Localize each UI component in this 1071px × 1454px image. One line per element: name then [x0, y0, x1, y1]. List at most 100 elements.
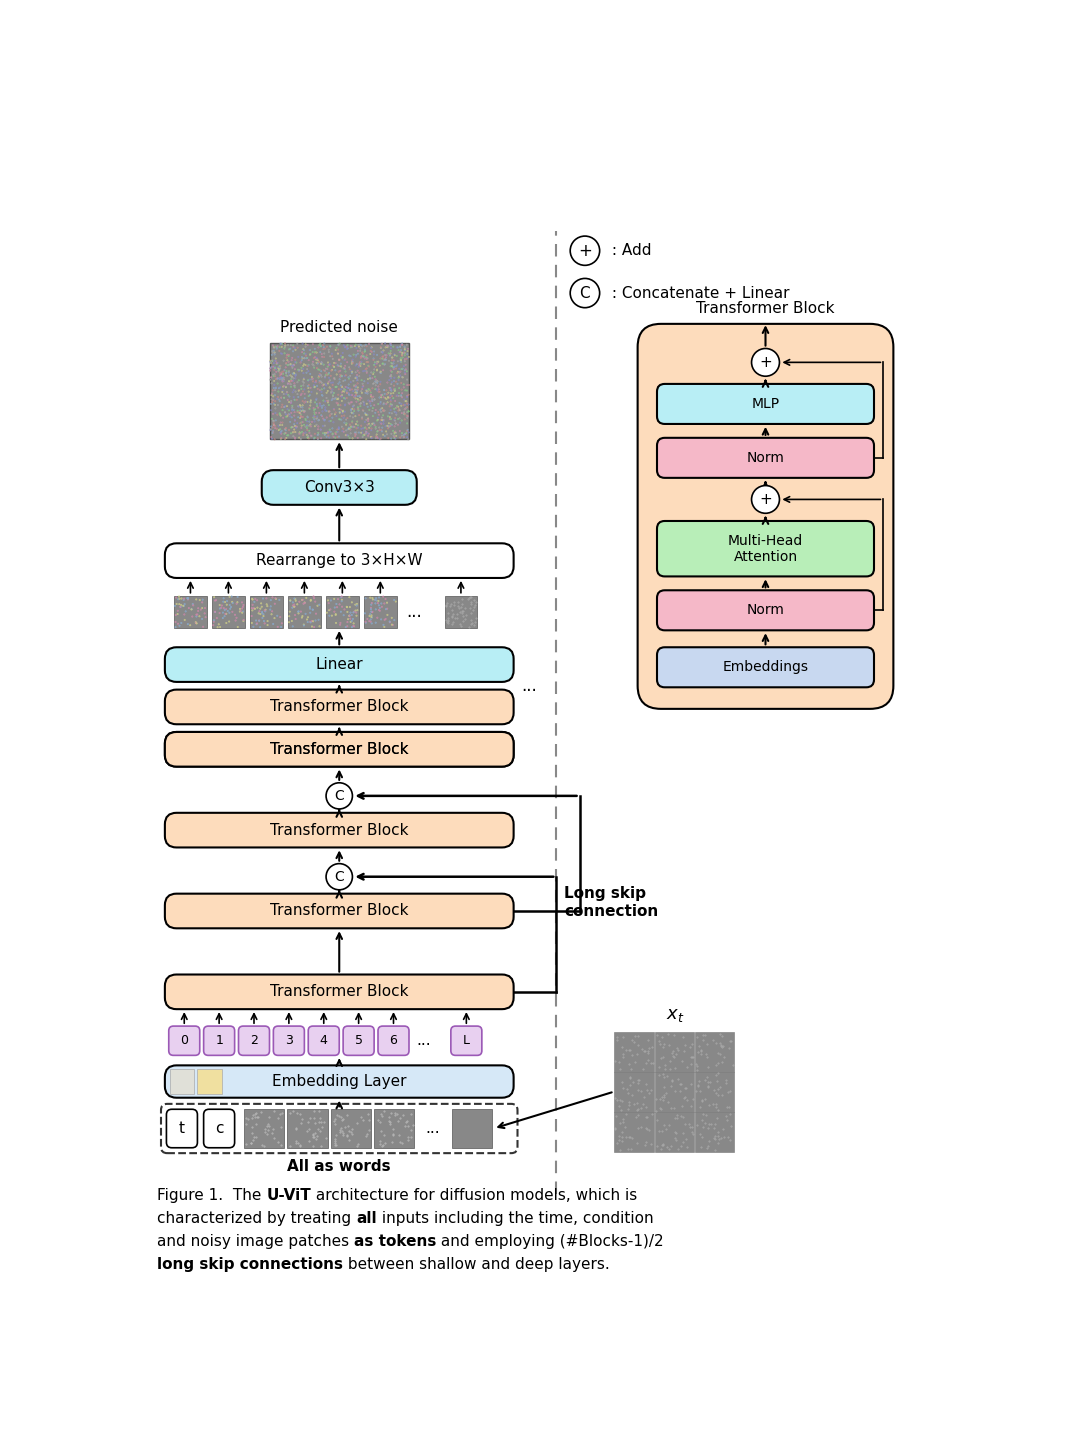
Point [363, 601, 380, 624]
Point [371, 598, 388, 621]
Point [305, 1125, 322, 1149]
Point [398, 406, 416, 429]
Point [348, 601, 365, 624]
Point [286, 353, 303, 377]
Point [326, 397, 343, 420]
Point [301, 419, 318, 442]
Point [363, 603, 380, 627]
FancyBboxPatch shape [203, 1027, 235, 1056]
Point [373, 362, 390, 385]
Point [371, 593, 388, 616]
Point [622, 1057, 639, 1080]
Point [286, 413, 303, 436]
Point [351, 361, 368, 384]
Point [389, 336, 406, 359]
Point [263, 407, 281, 430]
Point [344, 391, 361, 414]
Point [312, 394, 329, 417]
Point [347, 387, 364, 410]
Text: L: L [463, 1034, 470, 1047]
Point [348, 379, 365, 403]
Point [318, 400, 335, 423]
Point [315, 407, 332, 430]
Point [268, 337, 285, 361]
Point [367, 374, 384, 397]
Point [392, 361, 409, 384]
Point [332, 614, 349, 637]
Point [673, 1134, 690, 1157]
Point [320, 426, 337, 449]
Text: Embedding Layer: Embedding Layer [272, 1075, 407, 1089]
Point [713, 1050, 730, 1073]
Point [614, 1035, 631, 1059]
Point [368, 378, 386, 401]
Point [349, 413, 366, 436]
Point [287, 379, 304, 403]
Point [289, 406, 306, 429]
Point [331, 397, 348, 420]
Point [375, 400, 392, 423]
Point [381, 611, 398, 634]
Point [465, 599, 482, 622]
Point [217, 602, 235, 625]
Text: 3: 3 [285, 1034, 292, 1047]
Point [610, 1088, 628, 1111]
Bar [287, 1109, 328, 1147]
Point [328, 592, 345, 615]
Point [303, 615, 320, 638]
Point [300, 374, 317, 397]
Point [372, 599, 389, 622]
Point [440, 602, 457, 625]
Point [343, 398, 360, 422]
Point [621, 1125, 638, 1149]
Point [322, 359, 340, 382]
Point [206, 586, 223, 609]
Point [390, 407, 407, 430]
Point [372, 596, 389, 619]
Point [341, 382, 358, 406]
Point [644, 1102, 661, 1125]
Point [265, 409, 282, 432]
Point [221, 609, 238, 632]
Point [277, 426, 295, 449]
Point [318, 334, 335, 358]
Point [268, 352, 285, 375]
Point [706, 1079, 723, 1102]
Point [297, 602, 314, 625]
Point [363, 340, 380, 364]
Point [325, 371, 342, 394]
Point [715, 1118, 733, 1141]
Point [375, 352, 392, 375]
Point [347, 365, 364, 388]
Point [353, 345, 371, 368]
Point [311, 1099, 328, 1122]
Point [393, 394, 410, 417]
Point [226, 603, 243, 627]
Point [388, 411, 405, 435]
Point [284, 416, 301, 439]
Point [190, 599, 207, 622]
Point [283, 406, 300, 429]
Point [297, 414, 314, 438]
Point [268, 368, 285, 391]
Point [344, 427, 361, 451]
Point [255, 1134, 272, 1157]
Point [344, 348, 361, 371]
Point [307, 388, 325, 411]
Point [334, 398, 351, 422]
Point [275, 382, 292, 406]
Point [333, 364, 350, 387]
Point [292, 350, 310, 374]
Point [702, 1070, 719, 1093]
Point [718, 1108, 735, 1131]
Point [263, 422, 281, 445]
Point [348, 592, 365, 615]
Point [645, 1051, 662, 1075]
Point [335, 377, 352, 400]
Point [333, 586, 350, 609]
Point [386, 1104, 403, 1127]
Point [665, 1044, 682, 1067]
Point [364, 411, 381, 435]
Point [383, 346, 401, 369]
Point [287, 364, 304, 387]
